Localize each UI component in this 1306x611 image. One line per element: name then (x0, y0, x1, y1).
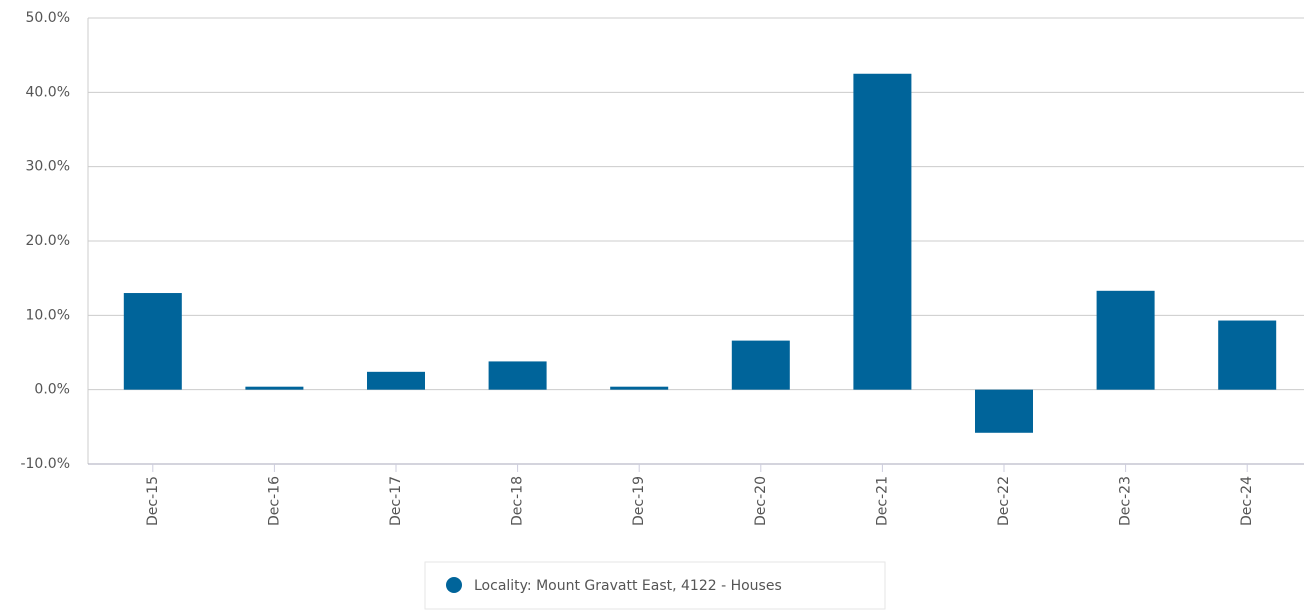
bar (610, 386, 669, 390)
bar (245, 386, 304, 390)
y-tick-label: 20.0% (26, 233, 70, 249)
bar (1096, 290, 1155, 390)
x-tick-label: Dec-16 (266, 476, 282, 526)
bar (853, 73, 912, 390)
x-tick-label: Dec-24 (1239, 476, 1255, 526)
bar (1218, 320, 1277, 390)
y-tick-label: 40.0% (26, 84, 70, 100)
bar (488, 361, 547, 390)
x-tick-label: Dec-19 (631, 476, 647, 526)
y-tick-label: 30.0% (26, 159, 70, 175)
x-tick-label: Dec-20 (753, 476, 769, 526)
x-tick-label: Dec-22 (996, 476, 1012, 526)
legend-marker (446, 577, 462, 593)
x-tick-label: Dec-23 (1118, 476, 1134, 526)
y-tick-label: 0.0% (34, 382, 70, 398)
bar (367, 371, 425, 390)
bar (975, 389, 1033, 433)
y-tick-label: -10.0% (20, 456, 70, 472)
x-tick-label: Dec-15 (145, 476, 161, 526)
bar (731, 340, 790, 390)
y-tick-label: 10.0% (26, 307, 70, 323)
bar (123, 293, 182, 390)
x-tick-label: Dec-18 (510, 476, 526, 526)
legend-label: Locality: Mount Gravatt East, 4122 - Hou… (474, 578, 782, 594)
y-tick-label: 50.0% (26, 10, 70, 26)
legend-box (424, 561, 886, 610)
x-tick-label: Dec-17 (388, 476, 404, 526)
x-tick-label: Dec-21 (874, 476, 890, 526)
